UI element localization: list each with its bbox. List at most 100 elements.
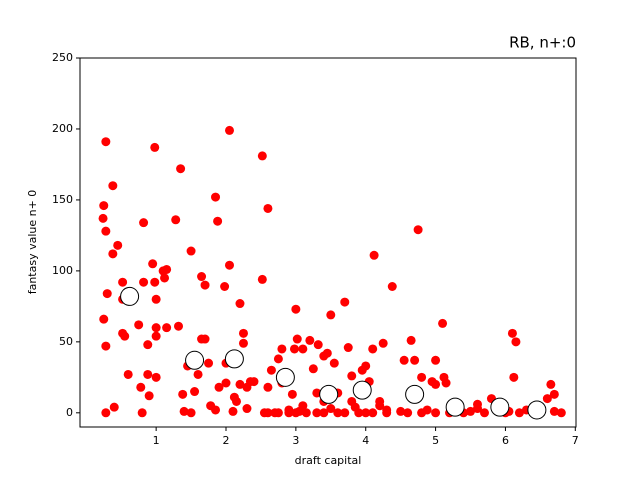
point [343,343,353,353]
point [101,226,111,236]
mean-marker [275,367,295,387]
point [257,151,267,161]
point [109,402,119,412]
point [329,358,339,368]
point [151,372,161,382]
point [186,246,196,256]
point [162,323,172,333]
point [120,331,130,341]
point [438,318,448,328]
point [479,408,489,418]
point [289,344,299,354]
point [399,355,409,365]
point [361,408,371,418]
mean-marker [445,397,465,417]
point [301,408,311,418]
point [220,281,230,291]
point [204,358,214,368]
point [101,408,111,418]
point [403,408,413,418]
point [326,404,336,414]
point [546,379,556,389]
point [347,396,357,406]
point [549,389,559,399]
point [509,372,519,382]
point [238,328,248,338]
point [308,364,318,374]
x-axis-label: draft capital [295,454,362,467]
point [291,304,301,314]
point [556,408,566,418]
point [441,378,451,388]
point [148,259,158,269]
point [326,310,336,320]
point [340,408,350,418]
point [151,294,161,304]
point [99,201,109,211]
point [231,396,241,406]
point [186,408,196,418]
point [466,406,476,416]
point [118,277,128,287]
point [406,335,416,345]
point [178,389,188,399]
point [257,274,267,284]
point [382,405,392,415]
point [340,297,350,307]
point [514,408,524,418]
y-tick-label: 150 [52,193,73,206]
point [143,369,153,379]
x-tick-label: 1 [153,434,160,447]
point [431,408,441,418]
point [298,344,308,354]
point [263,203,273,213]
point [322,348,332,358]
point [221,378,231,388]
y-tick-label: 250 [52,51,73,64]
point [171,215,181,225]
point [354,408,364,418]
point [235,379,245,389]
point [396,406,406,416]
point [238,338,248,348]
point [224,260,234,270]
point [369,250,379,260]
point [136,382,146,392]
point [410,355,420,365]
point [291,408,301,418]
point [134,320,144,330]
point [176,164,186,174]
mean-marker [224,349,244,369]
point [312,408,322,418]
point [179,406,189,416]
point [249,377,259,387]
point [160,273,170,283]
point [102,289,112,299]
point [143,340,153,350]
point [101,341,111,351]
point [361,361,371,371]
x-tick-label: 4 [362,434,369,447]
point [319,408,329,418]
point [197,272,207,282]
point [284,408,294,418]
point [235,299,245,309]
point [101,137,111,147]
point [277,344,287,354]
point [542,394,552,404]
point [375,401,385,411]
point [549,406,559,416]
point [273,408,283,418]
point [472,399,482,409]
y-tick-label: 200 [52,122,73,135]
point [305,335,315,345]
x-tick-label: 3 [292,434,299,447]
y-axis-label: fantasy value n+ 0 [26,190,39,295]
mean-marker [185,350,205,370]
point [417,372,427,382]
point [213,216,223,226]
point [211,192,221,202]
point [211,405,221,415]
point [298,401,308,411]
